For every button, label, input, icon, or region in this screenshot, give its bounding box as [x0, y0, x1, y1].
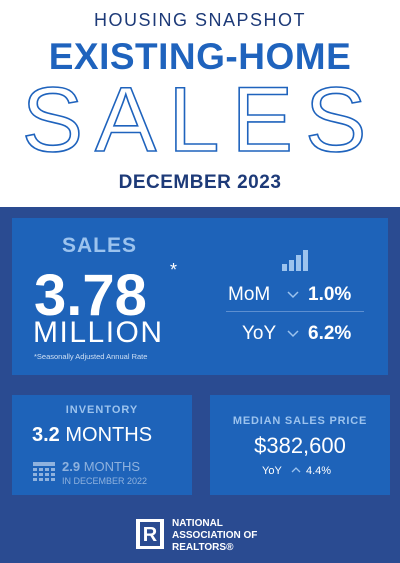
- prior-period: IN DECEMBER 2022: [62, 476, 148, 486]
- kicker: HOUSING SNAPSHOT: [93, 10, 307, 30]
- calendar-icon: [33, 462, 55, 481]
- sales-value: 3.78: [34, 263, 147, 328]
- down-chevron: [287, 330, 299, 338]
- divider: [226, 311, 364, 312]
- period: DECEMBER 2023: [118, 172, 282, 193]
- yoy-value: 6.2%: [308, 323, 352, 344]
- big-title: SALES: [21, 69, 379, 171]
- mom-value: 1.0%: [308, 284, 352, 305]
- median-box: [210, 395, 390, 495]
- prior-value: 2.9: [62, 459, 81, 474]
- org-line: REALTORS®: [172, 542, 234, 553]
- inventory-unit: MONTHS: [65, 424, 153, 446]
- sales-box: [12, 218, 388, 375]
- title: EXISTING-HOME: [48, 36, 352, 77]
- median-value: $382,600: [254, 433, 346, 458]
- org-line: NATIONAL: [172, 518, 223, 529]
- sales-label: SALES: [62, 234, 138, 257]
- mom-label: MoM: [228, 284, 271, 305]
- median-change-label: YoY: [262, 465, 282, 477]
- inventory-label: INVENTORY: [65, 404, 139, 416]
- note: *Seasonally Adjusted Annual Rate: [34, 352, 148, 361]
- inventory-value: 3.2: [32, 424, 60, 446]
- sales-unit: MILLION: [33, 316, 164, 349]
- up-chevron: [291, 467, 301, 473]
- down-chevron: [287, 291, 299, 299]
- svg-text:R: R: [143, 524, 158, 546]
- bar-icon: [282, 250, 308, 271]
- org-line: ASSOCIATION OF: [172, 530, 258, 541]
- asterisk: *: [170, 260, 178, 280]
- median-label: MEDIAN SALES PRICE: [232, 415, 368, 427]
- realtor-logo: R: [136, 519, 164, 549]
- prior-unit: MONTHS: [83, 459, 141, 474]
- yoy-label: YoY: [242, 323, 277, 344]
- median-change-value: 4.4%: [306, 465, 332, 477]
